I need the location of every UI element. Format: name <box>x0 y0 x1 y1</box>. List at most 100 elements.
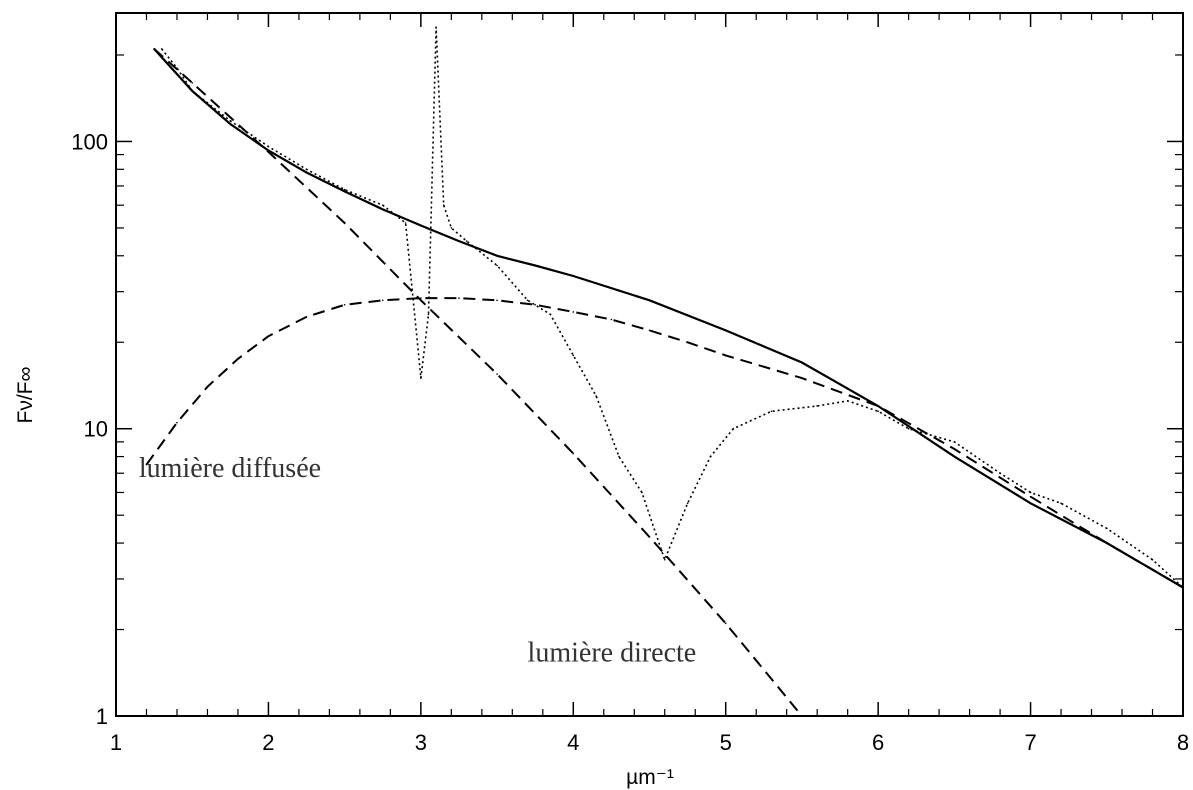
annotation-label: lumière diffusée <box>139 453 321 484</box>
data-point-direct <box>572 452 575 455</box>
data-point-direct <box>267 151 270 153</box>
y-tick-label: 1 <box>96 704 108 729</box>
data-point-observed <box>999 472 1001 475</box>
data-point-diffuse <box>1029 495 1032 498</box>
x-tick-label: 2 <box>262 730 274 755</box>
data-point-observed <box>160 48 163 50</box>
data-point-total <box>724 329 727 332</box>
data-point-diffuse <box>237 358 239 360</box>
axis-ticks: 1 2 3 4 5 6 7 8 1 10 100 <box>71 13 1189 755</box>
data-point-observed <box>450 227 453 229</box>
data-point-diffuse <box>877 405 879 407</box>
data-point-total <box>572 275 575 277</box>
data-point-direct <box>496 373 498 375</box>
data-point-observed <box>343 188 346 191</box>
data-point-observed <box>953 441 956 443</box>
labels-layer: lumière diffusée lumière directe <box>139 453 696 668</box>
data-point-total <box>305 171 308 174</box>
data-point-observed <box>907 427 910 430</box>
x-tick-label: 6 <box>872 730 884 755</box>
data-point-observed <box>526 299 529 302</box>
data-point-observed <box>420 377 422 379</box>
data-point-diffuse <box>801 377 803 379</box>
data-point-diffuse <box>145 463 148 466</box>
data-point-total <box>534 264 536 267</box>
data-point-total <box>953 455 956 458</box>
data-point-diffuse <box>572 311 575 313</box>
data-point-direct <box>801 715 803 717</box>
data-point-diffuse <box>176 421 178 424</box>
data-point-observed <box>496 264 498 267</box>
data-point-observed <box>595 395 597 397</box>
data-point-observed <box>381 204 384 206</box>
data-point-observed <box>816 405 818 407</box>
data-point-diffuse <box>458 297 460 299</box>
data-point-observed <box>709 455 712 458</box>
data-point-total <box>496 254 498 257</box>
series-line-direct <box>153 48 803 717</box>
x-tick-label: 8 <box>1177 730 1189 755</box>
x-tick-label: 1 <box>110 730 122 755</box>
data-point-observed <box>1105 527 1108 530</box>
data-point-diffuse <box>686 341 689 344</box>
data-point-observed <box>176 67 178 69</box>
data-point-observed <box>465 240 468 242</box>
data-point-direct <box>420 299 422 302</box>
x-tick-label: 4 <box>567 730 579 755</box>
data-point-total <box>458 240 460 242</box>
y-axis-label: Fν/F∞ <box>14 366 37 423</box>
data-point-total <box>648 299 651 302</box>
x-axis-label: µm⁻¹ <box>626 766 674 789</box>
series-line-total <box>153 48 1184 589</box>
data-point-observed <box>641 491 643 494</box>
data-point-total <box>420 224 422 227</box>
data-point-diffuse <box>343 304 346 306</box>
data-point-observed <box>191 90 194 92</box>
data-point-observed <box>404 222 407 224</box>
data-point-observed <box>442 204 445 206</box>
data-point-observed <box>618 455 620 458</box>
data-point-observed <box>267 145 270 148</box>
data-point-observed <box>686 502 689 505</box>
y-tick-label: 10 <box>84 417 108 442</box>
data-point-observed <box>229 120 232 122</box>
data-point-diffuse <box>267 335 270 337</box>
data-point-direct <box>648 536 651 538</box>
annotation-label: lumière directe <box>528 637 697 668</box>
data-point-diffuse <box>534 304 536 306</box>
data-point-total <box>1029 502 1032 505</box>
data-point-direct <box>343 222 346 224</box>
data-point-diffuse <box>1105 542 1108 544</box>
data-point-total <box>801 361 803 364</box>
data-point-total <box>229 123 232 125</box>
series-layer <box>145 26 1184 717</box>
data-point-observed <box>549 313 552 316</box>
data-point-total <box>343 190 346 193</box>
data-point-observed <box>663 558 666 561</box>
data-point-observed <box>305 168 308 171</box>
y-tick-label: 100 <box>71 129 108 154</box>
data-point-diffuse <box>724 354 727 357</box>
data-point-diffuse <box>206 385 209 388</box>
data-point-diffuse <box>953 448 956 450</box>
x-tick-label: 3 <box>415 730 427 755</box>
data-point-observed <box>732 427 735 430</box>
data-point-observed <box>1151 558 1154 561</box>
x-tick-label: 5 <box>720 730 732 755</box>
x-tick-label: 7 <box>1024 730 1036 755</box>
data-point-diffuse <box>305 316 308 318</box>
data-point-diffuse <box>420 297 422 299</box>
data-point-diffuse <box>648 329 651 332</box>
data-point-observed <box>1182 586 1184 589</box>
data-point-observed <box>770 410 773 413</box>
data-point-observed <box>846 400 849 402</box>
series-line-diffuse <box>145 297 1184 589</box>
plot-frame <box>115 12 1184 717</box>
data-point-diffuse <box>496 299 498 302</box>
data-point-observed <box>877 410 879 413</box>
data-point-observed <box>572 354 575 357</box>
data-point-direct <box>191 82 194 84</box>
data-point-observed <box>435 26 437 28</box>
data-point-diffuse <box>610 318 613 321</box>
